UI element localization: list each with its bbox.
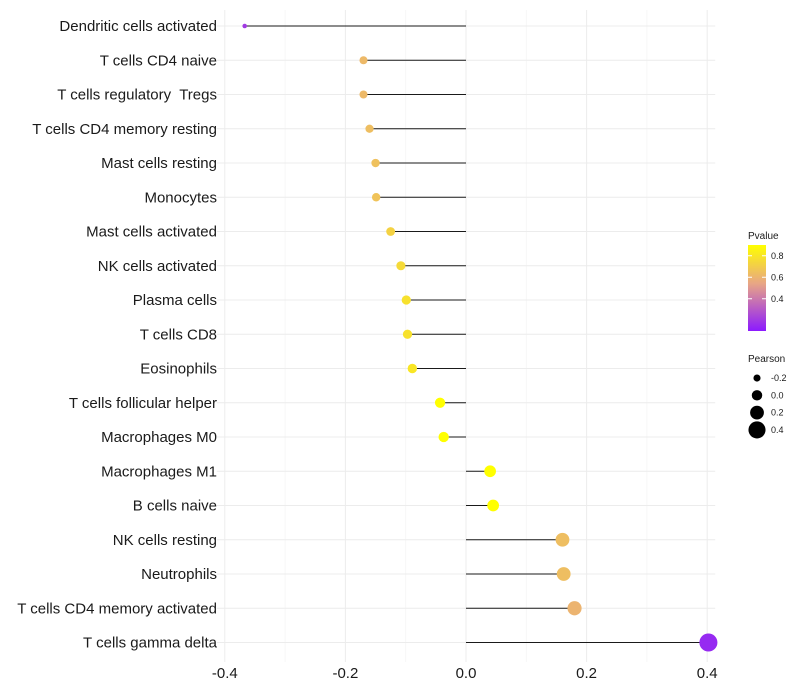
- pearson-legend-key: [748, 421, 766, 439]
- pvalue-legend-label: 0.4: [771, 294, 784, 304]
- pvalue-legend-label: 0.6: [771, 272, 784, 282]
- y-tick-label: T cells regulatory Tregs: [57, 87, 217, 104]
- pvalue-legend: Pvalue 0.8 0.6 0.4: [748, 231, 784, 331]
- y-tick-label: T cells gamma delta: [83, 635, 218, 652]
- pvalue-legend-label: 0.8: [771, 251, 784, 261]
- y-axis-labels: Dendritic cells activated T cells CD4 nai…: [17, 18, 217, 652]
- y-tick-label: T cells CD4 memory activated: [17, 600, 217, 617]
- data-point: [555, 532, 570, 547]
- pearson-legend-key: [750, 405, 764, 420]
- y-tick-label: Neutrophils: [141, 566, 217, 583]
- data-point: [396, 261, 406, 271]
- y-tick-label: Monocytes: [144, 189, 217, 206]
- y-tick-label: T cells CD4 naive: [100, 52, 217, 69]
- y-tick-label: B cells naive: [133, 498, 217, 515]
- data-point: [401, 295, 411, 305]
- x-tick-label: -0.4: [212, 665, 238, 682]
- data-point: [359, 90, 368, 99]
- pvalue-legend-title: Pvalue: [748, 231, 779, 242]
- data-point: [407, 363, 418, 374]
- data-point: [365, 124, 374, 133]
- data-point: [386, 227, 396, 236]
- lollipop-points: [242, 23, 718, 652]
- x-axis-tick-labels: -0.4 -0.2 0.0 0.2 0.4: [212, 665, 718, 682]
- data-point: [242, 23, 247, 29]
- y-tick-label: Macrophages M1: [101, 463, 217, 480]
- pearson-legend-key: [751, 390, 763, 401]
- data-point: [371, 158, 380, 168]
- lollipop-stems: [244, 25, 709, 643]
- data-point: [556, 567, 571, 581]
- data-point: [371, 193, 381, 202]
- pearson-legend-label: 0.0: [771, 390, 784, 400]
- pearson-legend-label: -0.2: [771, 373, 787, 383]
- y-tick-label: Macrophages M0: [101, 429, 217, 446]
- y-tick-label: Mast cells resting: [101, 155, 217, 172]
- pearson-legend-key: [753, 374, 761, 382]
- grid-lines: [216, 10, 716, 662]
- pearson-legend-title: Pearson: [748, 354, 785, 365]
- y-tick-label: T cells follicular helper: [69, 395, 217, 412]
- y-tick-label: Plasma cells: [133, 292, 217, 309]
- pearson-legend: Pearson -0.2 0.0 0.2 0.4: [748, 354, 787, 439]
- pearson-legend-label: 0.4: [771, 425, 784, 435]
- x-tick-label: 0.4: [697, 665, 718, 682]
- y-tick-label: Dendritic cells activated: [59, 18, 217, 35]
- data-point: [567, 601, 582, 616]
- data-point: [484, 465, 496, 478]
- data-point: [434, 397, 446, 408]
- data-point: [699, 633, 718, 652]
- y-tick-label: T cells CD4 memory resting: [32, 121, 217, 138]
- y-tick-label: NK cells activated: [98, 258, 217, 275]
- y-tick-label: NK cells resting: [113, 532, 217, 549]
- pvalue-colorbar: [748, 245, 766, 331]
- data-point: [487, 499, 500, 512]
- data-point: [438, 431, 449, 443]
- x-tick-label: 0.2: [576, 665, 597, 682]
- y-tick-label: T cells CD8: [140, 326, 217, 343]
- x-tick-label: -0.2: [332, 665, 358, 682]
- y-tick-label: Mast cells activated: [86, 224, 217, 241]
- data-point: [359, 56, 368, 65]
- pearson-legend-label: 0.2: [771, 408, 784, 418]
- x-tick-label: 0.0: [456, 665, 477, 682]
- y-tick-label: Eosinophils: [140, 361, 217, 378]
- data-point: [402, 329, 413, 339]
